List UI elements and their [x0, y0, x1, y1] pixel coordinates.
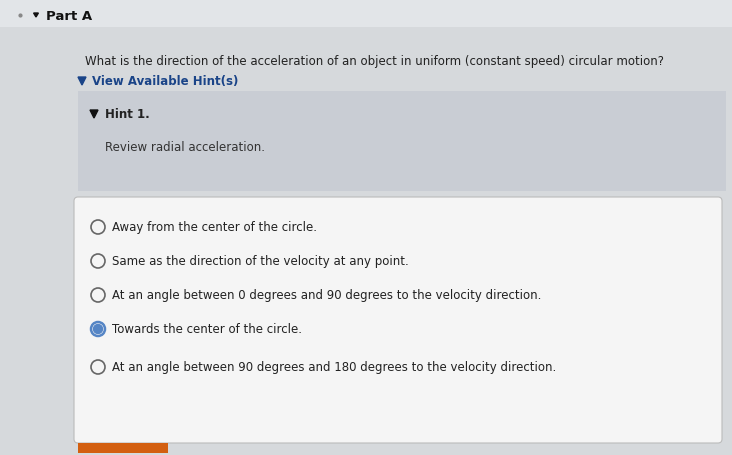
Circle shape — [91, 288, 105, 302]
Circle shape — [91, 360, 105, 374]
Circle shape — [94, 325, 102, 334]
Polygon shape — [34, 14, 38, 18]
FancyBboxPatch shape — [78, 92, 726, 192]
Text: Part A: Part A — [46, 10, 92, 22]
Polygon shape — [78, 78, 86, 86]
Circle shape — [91, 322, 105, 336]
Text: Away from the center of the circle.: Away from the center of the circle. — [112, 221, 317, 234]
Circle shape — [91, 221, 105, 234]
Text: Hint 1.: Hint 1. — [105, 108, 150, 121]
Text: At an angle between 90 degrees and 180 degrees to the velocity direction.: At an angle between 90 degrees and 180 d… — [112, 361, 556, 374]
Text: What is the direction of the acceleration of an object in uniform (constant spee: What is the direction of the acceleratio… — [85, 56, 664, 68]
Text: Towards the center of the circle.: Towards the center of the circle. — [112, 323, 302, 336]
Circle shape — [91, 254, 105, 268]
Text: At an angle between 0 degrees and 90 degrees to the velocity direction.: At an angle between 0 degrees and 90 deg… — [112, 289, 542, 302]
Text: Review radial acceleration.: Review radial acceleration. — [105, 141, 265, 154]
Text: View Available Hint(s): View Available Hint(s) — [92, 76, 239, 88]
FancyBboxPatch shape — [78, 443, 168, 453]
FancyBboxPatch shape — [0, 0, 732, 28]
Text: Same as the direction of the velocity at any point.: Same as the direction of the velocity at… — [112, 255, 408, 268]
FancyBboxPatch shape — [74, 197, 722, 443]
Polygon shape — [90, 111, 98, 119]
